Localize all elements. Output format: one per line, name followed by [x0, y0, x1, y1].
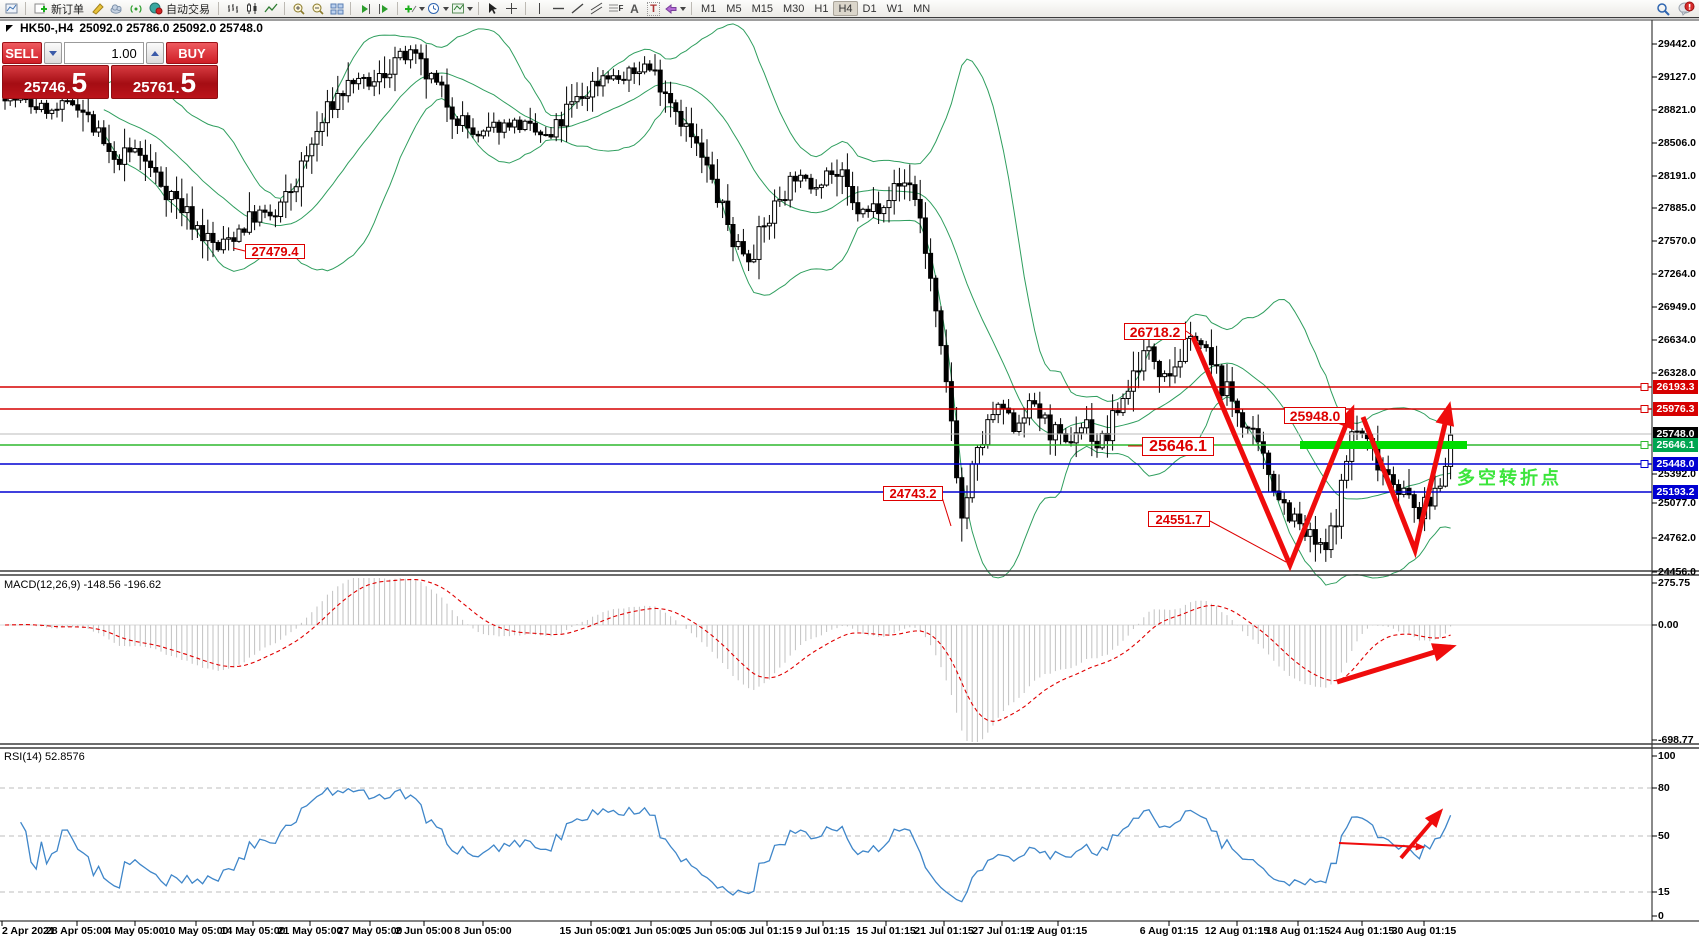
chart-window-icon[interactable]: [3, 1, 20, 16]
sell-price-big-digit: 5: [71, 67, 88, 98]
channel-button[interactable]: [588, 1, 605, 16]
timeframe-button-h1[interactable]: H1: [814, 2, 829, 15]
symbol-name: HK50-,H4: [20, 21, 74, 35]
timeframe-button-w1[interactable]: W1: [886, 2, 904, 15]
label-letter: T: [647, 1, 660, 16]
notifications-icon[interactable]: [1678, 1, 1695, 16]
support-zone-band[interactable]: [1300, 441, 1467, 449]
collapse-triangle-icon: [6, 24, 13, 32]
toolbar-right-group: [1654, 1, 1696, 16]
candlestick-icon[interactable]: [243, 1, 260, 16]
zoom-out-button[interactable]: [309, 1, 326, 16]
indicators-button[interactable]: [403, 1, 425, 16]
macd-indicator-label: MACD(12,26,9) -148.56 -196.62: [4, 579, 162, 591]
toolbar-separator: [525, 2, 526, 15]
one-click-trading-panel: SELL BUY 25746.5 25761.5: [2, 42, 219, 99]
toolbar-separator: [478, 2, 479, 15]
line-chart-icon[interactable]: [262, 1, 279, 16]
toolbar-separator: [25, 2, 26, 15]
fibonacci-button[interactable]: F: [607, 1, 624, 16]
vertical-line-button[interactable]: [531, 1, 548, 16]
zoom-in-button[interactable]: [290, 1, 307, 16]
text-letter: A: [630, 1, 639, 16]
fibonacci-letter: F: [618, 4, 624, 13]
text-button[interactable]: A: [626, 1, 643, 16]
bollinger-bands-layer: [103, 23, 1451, 586]
chart-shift-button[interactable]: [375, 1, 392, 16]
macd-panel-layer: [0, 578, 1652, 742]
symbol-ohlc-label: HK50-,H4 25092.0 25786.0 25092.0 25748.0: [6, 21, 263, 35]
styler-icon[interactable]: [89, 1, 106, 16]
buy-price-point: .: [175, 80, 180, 96]
dropdown-arrow-icon: [443, 6, 449, 11]
sell-button[interactable]: SELL: [2, 42, 42, 64]
dropdown-arrow-icon: [467, 6, 473, 11]
label-button[interactable]: T: [645, 1, 662, 16]
sell-price-int: 25746: [23, 79, 66, 96]
spin-down-icon: [48, 50, 57, 56]
search-icon[interactable]: [1655, 1, 1672, 16]
timeframe-button-h4[interactable]: H4: [833, 1, 858, 16]
bar-chart-icon[interactable]: [224, 1, 241, 16]
toolbar-separator: [350, 2, 351, 15]
timeframe-button-m15[interactable]: M15: [751, 2, 773, 15]
lot-decrease-button[interactable]: [43, 42, 62, 64]
lot-size-input[interactable]: [63, 42, 144, 64]
horizontal-line-button[interactable]: [550, 1, 567, 16]
spin-up-icon: [150, 50, 159, 56]
lot-increase-button[interactable]: [145, 42, 164, 64]
main-toolbar: 新订单 自动交易: [0, 0, 1699, 17]
toolbar-separator: [397, 2, 398, 15]
buy-price-big-digit: 5: [180, 67, 197, 98]
buy-price-display[interactable]: 25761. 5: [111, 65, 218, 99]
timeframe-button-m30[interactable]: M30: [782, 2, 805, 15]
toolbar-separator: [284, 2, 285, 15]
rsi-panel-layer: [0, 786, 1652, 903]
auto-scroll-button[interactable]: [356, 1, 373, 16]
autotrade-label: 自动交易: [166, 3, 210, 16]
horizontal-lines-layer: [0, 383, 1652, 493]
timeframe-toolbar: M1 M5 M15 M30 H1 H4 D1 W1 MN: [696, 1, 935, 16]
periods-button[interactable]: [427, 1, 449, 16]
buy-button[interactable]: BUY: [165, 42, 219, 64]
candles-layer: [2, 44, 1454, 562]
new-order-label: 新订单: [51, 3, 84, 16]
dropdown-arrow-icon: [419, 6, 425, 11]
cloud-icon[interactable]: [108, 1, 125, 16]
toolbar-separator: [691, 2, 692, 15]
dropdown-arrow-icon: [680, 6, 686, 11]
rsi-indicator-label: RSI(14) 52.8576: [4, 751, 85, 763]
sell-price-display[interactable]: 25746. 5: [2, 65, 109, 99]
crosshair-button[interactable]: [503, 1, 520, 16]
cursor-button[interactable]: [484, 1, 501, 16]
timeframe-button-d1[interactable]: D1: [862, 2, 877, 15]
panel-borders-layer: [0, 16, 1699, 926]
annotation-arrows-layer: [232, 247, 1457, 860]
autotrade-button[interactable]: 自动交易: [146, 1, 213, 16]
buy-price-int: 25761: [132, 79, 175, 96]
tile-windows-icon[interactable]: [328, 1, 345, 16]
sell-price-point: .: [66, 80, 71, 96]
templates-button[interactable]: [451, 1, 473, 16]
trendline-button[interactable]: [569, 1, 586, 16]
new-order-button[interactable]: 新订单: [31, 1, 87, 16]
signal-icon[interactable]: [127, 1, 144, 16]
timeframe-button-m1[interactable]: M1: [701, 2, 717, 15]
timeframe-button-m5[interactable]: M5: [726, 2, 742, 15]
shapes-button[interactable]: [664, 1, 686, 16]
timeframe-button-mn[interactable]: MN: [913, 2, 931, 15]
ohlc-values: 25092.0 25786.0 25092.0 25748.0: [79, 21, 263, 35]
toolbar-separator: [218, 2, 219, 15]
